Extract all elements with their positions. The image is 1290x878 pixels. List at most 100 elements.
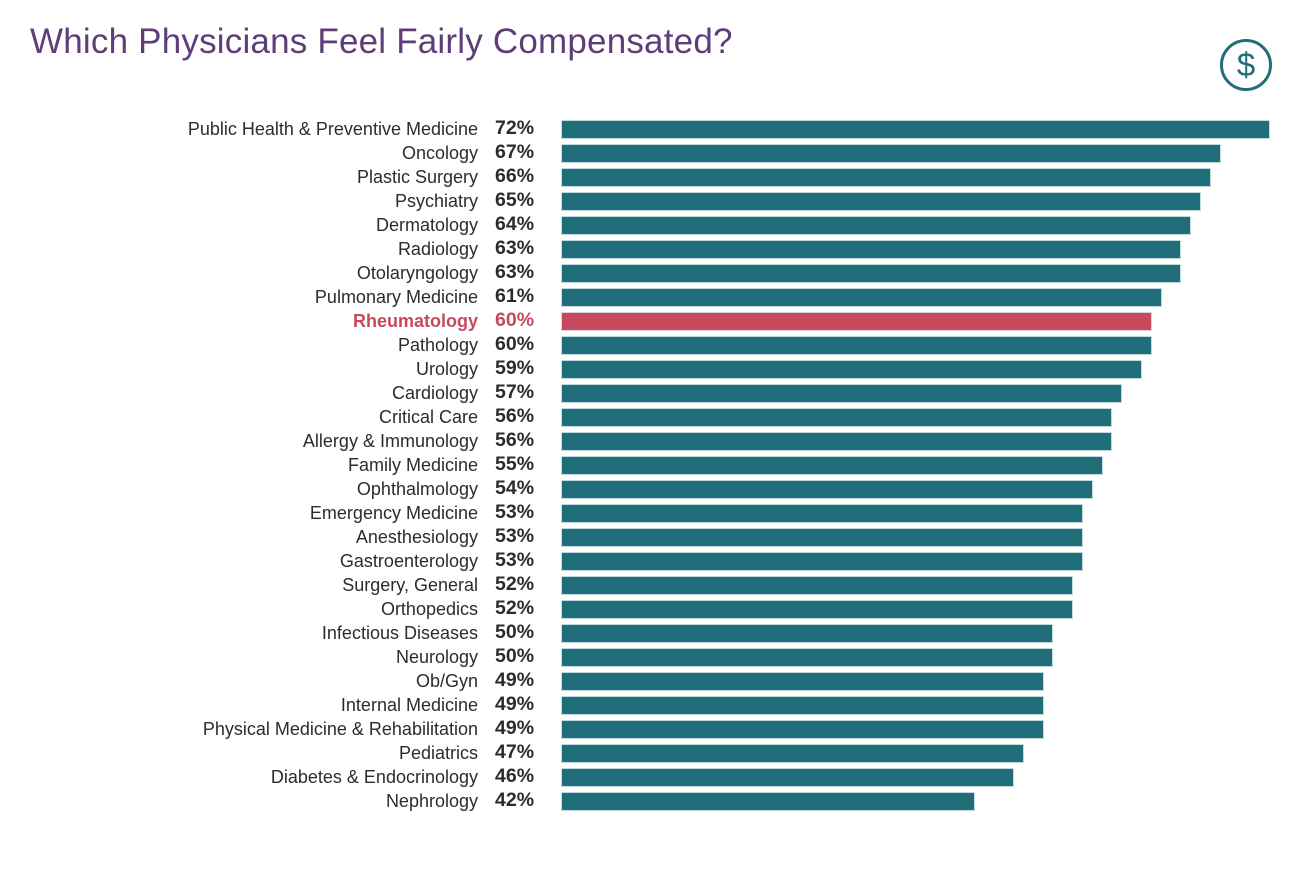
row-value: 52% bbox=[495, 573, 535, 596]
chart-row: Orthopedics 52% bbox=[0, 597, 1272, 621]
row-label: Gastroenterology bbox=[339, 551, 478, 571]
dollar-circle-icon: $ bbox=[1220, 39, 1272, 91]
bar-track bbox=[561, 383, 1270, 403]
dollar-sign-glyph: $ bbox=[1236, 45, 1256, 83]
row-value: 60% bbox=[495, 309, 535, 332]
chart-row: Allergy & Immunology 56% bbox=[0, 429, 1272, 453]
bar-fill bbox=[561, 311, 1152, 331]
chart-row: Urology 59% bbox=[0, 357, 1272, 381]
chart-row: Nephrology 42% bbox=[0, 789, 1272, 813]
bar-track bbox=[561, 767, 1270, 787]
row-label: Radiology bbox=[397, 239, 478, 259]
bar-fill bbox=[561, 335, 1152, 355]
row-label: Ob/Gyn bbox=[415, 671, 478, 691]
bar-track bbox=[561, 575, 1270, 595]
row-value: 46% bbox=[495, 765, 535, 788]
row-value: 67% bbox=[495, 141, 535, 164]
row-label: Allergy & Immunology bbox=[302, 431, 478, 451]
row-value: 47% bbox=[495, 741, 535, 764]
row-value: 53% bbox=[495, 501, 535, 524]
chart-row: Dermatology 64% bbox=[0, 213, 1272, 237]
bar-fill bbox=[561, 527, 1083, 547]
row-label: Emergency Medicine bbox=[309, 503, 478, 523]
row-label: Otolaryngology bbox=[356, 263, 478, 283]
bar-track bbox=[561, 407, 1270, 427]
chart-row: Ob/Gyn 49% bbox=[0, 669, 1272, 693]
chart-row: Radiology 63% bbox=[0, 237, 1272, 261]
bar-track bbox=[561, 647, 1270, 667]
bar-fill bbox=[561, 503, 1083, 523]
bar-fill bbox=[561, 263, 1182, 283]
chart-row: Cardiology 57% bbox=[0, 381, 1272, 405]
bar-track bbox=[561, 719, 1270, 739]
row-value: 57% bbox=[495, 381, 535, 404]
chart-row: Public Health & Preventive Medicine 72% bbox=[0, 117, 1272, 141]
row-label: Pathology bbox=[397, 335, 478, 355]
chart-row: Neurology 50% bbox=[0, 645, 1272, 669]
bar-fill bbox=[561, 767, 1014, 787]
row-value: 63% bbox=[495, 261, 535, 284]
row-value: 63% bbox=[495, 237, 535, 260]
bar-track bbox=[561, 527, 1270, 547]
bar-fill bbox=[561, 119, 1270, 139]
row-label: Family Medicine bbox=[347, 455, 478, 475]
row-label: Urology bbox=[415, 359, 478, 379]
bar-fill bbox=[561, 431, 1113, 451]
row-value: 72% bbox=[495, 117, 535, 140]
chart-row: Surgery, General 52% bbox=[0, 573, 1272, 597]
row-label: Nephrology bbox=[385, 791, 478, 811]
row-value: 56% bbox=[495, 405, 535, 428]
row-label: Rheumatology bbox=[352, 311, 478, 331]
chart-row: Pathology 60% bbox=[0, 333, 1272, 357]
chart-row: Gastroenterology 53% bbox=[0, 549, 1272, 573]
row-label: Public Health & Preventive Medicine bbox=[187, 119, 478, 139]
bar-fill bbox=[561, 479, 1093, 499]
row-value: 61% bbox=[495, 285, 535, 308]
bar-fill bbox=[561, 719, 1044, 739]
row-label: Surgery, General bbox=[342, 575, 478, 595]
row-value: 50% bbox=[495, 621, 535, 644]
bar-track bbox=[561, 623, 1270, 643]
chart-row: Pediatrics 47% bbox=[0, 741, 1272, 765]
bar-track bbox=[561, 311, 1270, 331]
row-value: 60% bbox=[495, 333, 535, 356]
row-value: 52% bbox=[495, 597, 535, 620]
bar-track bbox=[561, 359, 1270, 379]
chart-row: Plastic Surgery 66% bbox=[0, 165, 1272, 189]
bar-track bbox=[561, 167, 1270, 187]
bar-fill bbox=[561, 551, 1083, 571]
bar-track bbox=[561, 503, 1270, 523]
bar-fill bbox=[561, 287, 1162, 307]
row-label: Psychiatry bbox=[394, 191, 478, 211]
bar-fill bbox=[561, 695, 1044, 715]
row-value: 42% bbox=[495, 789, 535, 812]
bar-track bbox=[561, 551, 1270, 571]
bar-track bbox=[561, 431, 1270, 451]
row-label: Infectious Diseases bbox=[321, 623, 478, 643]
row-label: Plastic Surgery bbox=[356, 167, 478, 187]
row-value: 49% bbox=[495, 669, 535, 692]
bar-track bbox=[561, 287, 1270, 307]
chart-row: Pulmonary Medicine 61% bbox=[0, 285, 1272, 309]
row-label: Orthopedics bbox=[380, 599, 478, 619]
row-label: Internal Medicine bbox=[340, 695, 478, 715]
chart-row: Physical Medicine & Rehabilitation 49% bbox=[0, 717, 1272, 741]
row-value: 55% bbox=[495, 453, 535, 476]
bar-fill bbox=[561, 215, 1192, 235]
row-value: 65% bbox=[495, 189, 535, 212]
row-label: Neurology bbox=[395, 647, 478, 667]
chart-row: Anesthesiology 53% bbox=[0, 525, 1272, 549]
bar-track bbox=[561, 695, 1270, 715]
bar-track bbox=[561, 671, 1270, 691]
bar-fill bbox=[561, 167, 1211, 187]
chart-row: Infectious Diseases 50% bbox=[0, 621, 1272, 645]
chart-row: Critical Care 56% bbox=[0, 405, 1272, 429]
bar-fill bbox=[561, 359, 1142, 379]
row-label: Physical Medicine & Rehabilitation bbox=[202, 719, 478, 739]
row-label: Critical Care bbox=[378, 407, 478, 427]
bar-track bbox=[561, 263, 1270, 283]
bar-fill bbox=[561, 623, 1054, 643]
chart-row: Ophthalmology 54% bbox=[0, 477, 1272, 501]
bar-fill bbox=[561, 143, 1221, 163]
